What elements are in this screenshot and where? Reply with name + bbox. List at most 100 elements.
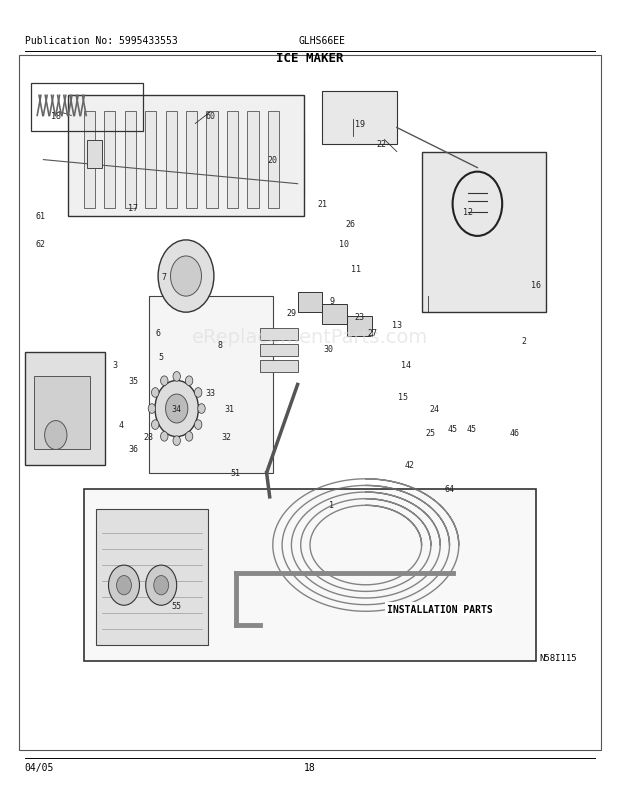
Text: 45: 45 [466,424,476,434]
Text: 18: 18 [51,111,61,121]
Text: 23: 23 [355,312,365,322]
Text: 5: 5 [159,352,164,362]
Bar [347,317,372,337]
Circle shape [154,576,169,595]
Text: 15: 15 [398,392,408,402]
Bar [87,140,102,168]
Text: 14: 14 [401,360,411,370]
Text: 27: 27 [367,328,377,338]
Text: 22: 22 [376,140,386,149]
Text: INSTALLATION PARTS: INSTALLATION PARTS [388,605,493,614]
Text: 55: 55 [172,601,182,610]
Text: 2: 2 [521,336,526,346]
Bar [166,112,177,209]
Bar [206,112,218,209]
Circle shape [195,420,202,430]
Bar [34,377,90,449]
Text: 46: 46 [510,428,520,438]
Text: 8: 8 [218,340,223,350]
Text: 9: 9 [329,296,334,306]
Circle shape [185,432,193,442]
Text: 25: 25 [426,428,436,438]
Text: 24: 24 [429,404,439,414]
Circle shape [195,388,202,398]
Text: 62: 62 [35,240,45,249]
Bar [268,112,279,209]
Bar [322,92,397,144]
Bar [145,112,156,209]
Text: 36: 36 [128,444,138,454]
Circle shape [155,381,198,437]
Text: 28: 28 [144,432,154,442]
Text: 17: 17 [128,204,138,213]
Text: 35: 35 [128,376,138,386]
Bar [81,132,304,196]
Circle shape [148,404,156,414]
Text: 1: 1 [329,500,334,510]
Circle shape [45,421,67,450]
Text: 31: 31 [224,404,234,414]
Text: 7: 7 [162,272,167,282]
Text: 34: 34 [172,404,182,414]
Text: 11: 11 [352,264,361,273]
Circle shape [170,257,202,297]
Circle shape [161,376,168,386]
Circle shape [108,565,140,606]
Text: 26: 26 [345,220,355,229]
Text: 12: 12 [463,208,473,217]
Circle shape [117,576,131,595]
Text: 19: 19 [355,119,365,129]
Text: GLHS66EE: GLHS66EE [299,36,346,46]
Circle shape [173,436,180,446]
Bar [186,112,197,209]
Text: ICE MAKER: ICE MAKER [277,52,343,65]
Text: 4: 4 [118,420,123,430]
Text: 51: 51 [231,468,241,478]
Text: 30: 30 [324,344,334,354]
Circle shape [146,565,177,606]
Text: 04/05: 04/05 [25,762,54,772]
Text: 64: 64 [445,484,454,494]
Circle shape [173,372,180,382]
Text: 18: 18 [304,762,316,772]
Text: 32: 32 [221,432,231,442]
Text: 13: 13 [392,320,402,330]
Bar [298,293,322,313]
Text: 42: 42 [404,460,414,470]
Bar [422,152,546,313]
Circle shape [198,404,205,414]
Text: 16: 16 [531,280,541,290]
Bar [260,361,298,373]
Circle shape [151,420,159,430]
Circle shape [166,395,188,423]
Bar [149,297,273,473]
Bar [227,112,238,209]
Text: 29: 29 [286,308,296,318]
Text: 20: 20 [268,156,278,165]
Bar [25,353,105,465]
Text: 33: 33 [206,388,216,398]
Text: 45: 45 [448,424,458,434]
Bar [247,112,259,209]
Circle shape [158,241,214,313]
Text: eReplacementParts.com: eReplacementParts.com [192,327,428,346]
Circle shape [161,432,168,442]
Bar [260,329,298,341]
Bar [84,112,95,209]
Bar [84,489,536,662]
Bar [31,84,143,132]
Bar [19,56,601,750]
Bar [68,96,304,217]
Text: N58I115: N58I115 [539,654,577,662]
Bar [104,112,115,209]
Bar [96,509,208,646]
Bar [322,305,347,325]
Bar [125,112,136,209]
Text: 3: 3 [112,360,117,370]
Circle shape [185,376,193,386]
Text: 21: 21 [317,200,327,209]
Text: 60: 60 [206,111,216,121]
Text: 6: 6 [156,328,161,338]
Circle shape [151,388,159,398]
Text: Publication No: 5995433553: Publication No: 5995433553 [25,36,177,46]
